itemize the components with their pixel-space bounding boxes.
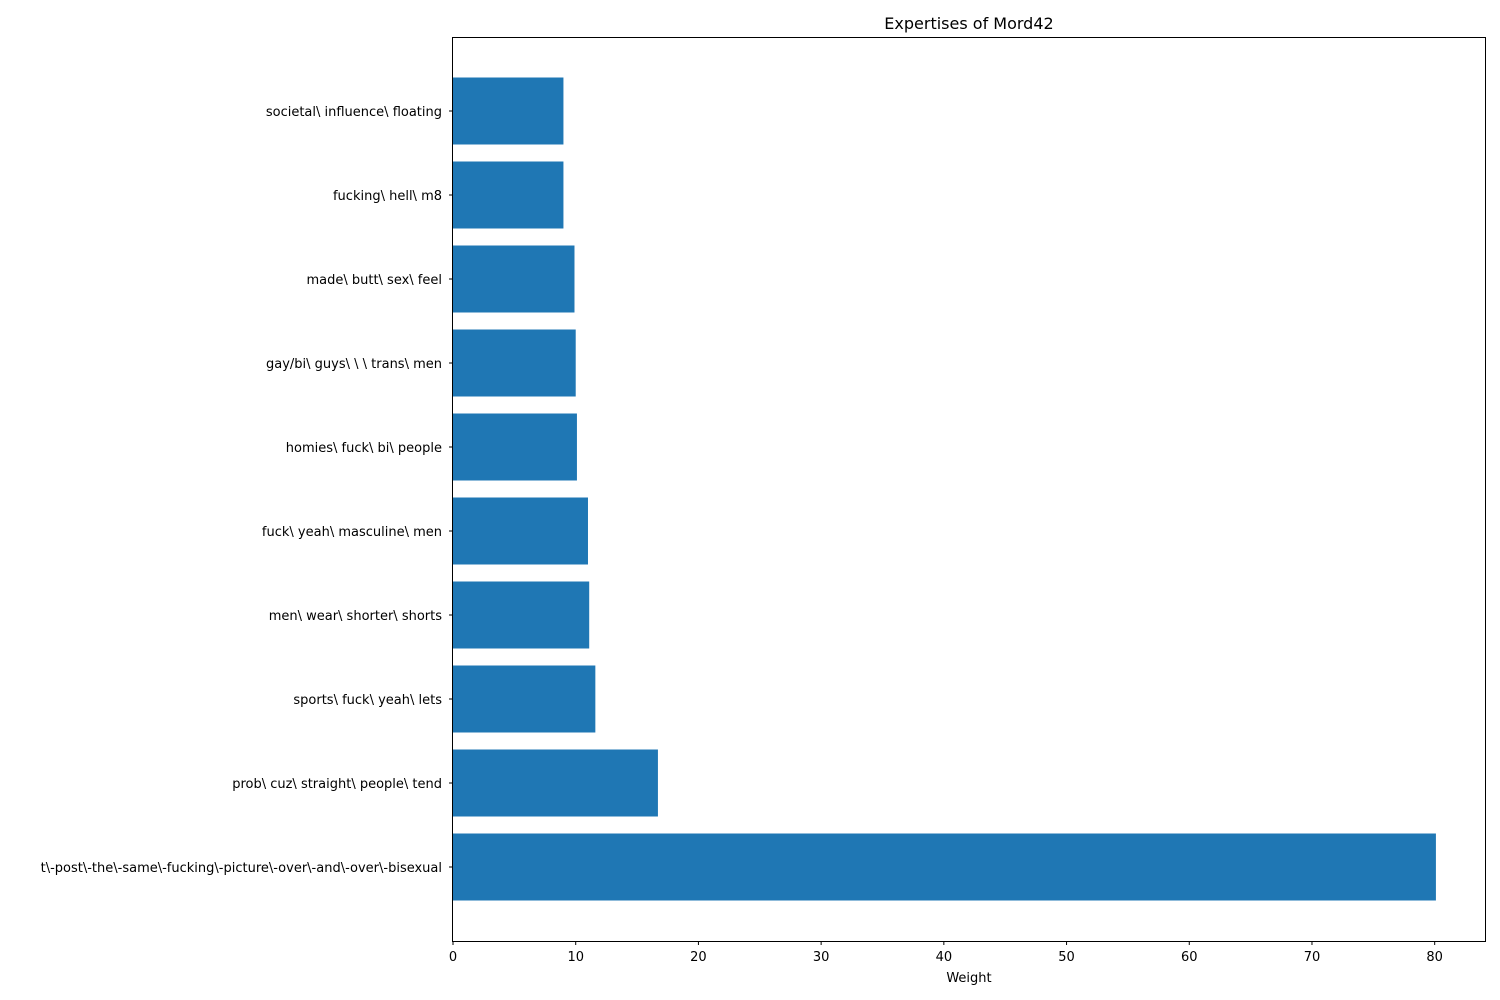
bar xyxy=(453,245,575,313)
y-tick-label: prob\ cuz\ straight\ people\ tend xyxy=(232,777,442,792)
x-ticks: 0 10 20 30 40 50 60 70 80 xyxy=(449,941,1443,965)
y-tick-label: fuck\ yeah\ masculine\ men xyxy=(262,525,442,540)
bar xyxy=(453,833,1436,901)
x-tick-label: 0 xyxy=(449,950,457,965)
bars-group xyxy=(453,77,1436,901)
bar xyxy=(453,77,564,145)
x-tick-label: 80 xyxy=(1426,950,1443,965)
y-tick-label: homies\ fuck\ bi\ people xyxy=(286,441,442,456)
chart-title: Expertises of Mord42 xyxy=(884,14,1053,33)
x-axis-label: Weight xyxy=(946,971,991,986)
x-tick-label: 30 xyxy=(813,950,830,965)
bar xyxy=(453,413,577,481)
x-tick-label: 60 xyxy=(1181,950,1198,965)
bar xyxy=(453,161,564,229)
y-tick-label: t\-post\-the\-same\-fucking\-picture\-ov… xyxy=(41,861,442,876)
y-tick-label: fucking\ hell\ m8 xyxy=(333,189,442,204)
y-tick-label: men\ wear\ shorter\ shorts xyxy=(269,609,443,624)
x-tick-label: 50 xyxy=(1058,950,1075,965)
x-tick-label: 20 xyxy=(690,950,707,965)
plot-frame xyxy=(452,37,1486,942)
y-tick-label: gay/bi\ guys\ \ \ trans\ men xyxy=(266,357,442,372)
y-tick-label: societal\ influence\ floating xyxy=(266,105,442,120)
y-tick-label: sports\ fuck\ yeah\ lets xyxy=(293,693,442,708)
y-tick-label: made\ butt\ sex\ feel xyxy=(306,273,442,288)
bar xyxy=(453,581,590,649)
x-tick-label: 10 xyxy=(567,950,584,965)
x-tick-label: 70 xyxy=(1304,950,1321,965)
bar xyxy=(453,749,658,817)
bar xyxy=(453,497,588,565)
bar xyxy=(453,329,576,397)
x-tick-label: 40 xyxy=(936,950,953,965)
bar xyxy=(453,665,596,733)
y-tick-labels: t\-post\-the\-same\-fucking\-picture\-ov… xyxy=(41,105,453,876)
